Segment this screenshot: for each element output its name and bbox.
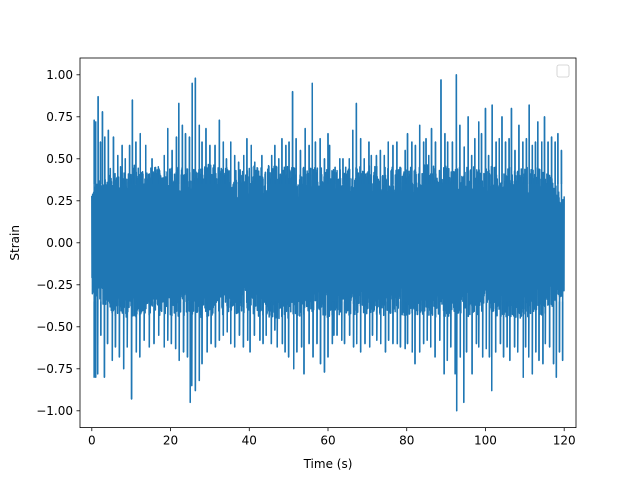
y-tick-label: −1.00 (36, 404, 73, 418)
y-tick-label: 1.00 (46, 68, 73, 82)
series-strain (91, 74, 565, 412)
x-tick-label: 80 (399, 434, 414, 448)
y-tick-label: 0.25 (46, 194, 73, 208)
y-tick-label: 0.75 (46, 110, 73, 124)
x-tick-label: 120 (553, 434, 576, 448)
legend-box (556, 64, 570, 78)
y-tick-label: −0.75 (36, 362, 73, 376)
y-axis: −1.00 −0.75 −0.50 −0.25 0.00 0.25 0.50 0.75 1.00 (36, 68, 80, 418)
y-tick-label: 0.00 (46, 236, 73, 250)
x-axis-label: Time (s) (303, 457, 353, 471)
x-tick-label: 20 (163, 434, 178, 448)
x-axis: 0 20 40 60 80 100 120 (88, 427, 576, 448)
y-tick-label: −0.25 (36, 278, 73, 292)
x-tick-label: 100 (474, 434, 497, 448)
x-tick-label: 60 (320, 434, 335, 448)
x-tick-label: 40 (242, 434, 257, 448)
y-axis-label: Strain (8, 225, 22, 261)
x-tick-label: 0 (88, 434, 96, 448)
y-tick-label: −0.50 (36, 320, 73, 334)
y-tick-label: 0.50 (46, 152, 73, 166)
